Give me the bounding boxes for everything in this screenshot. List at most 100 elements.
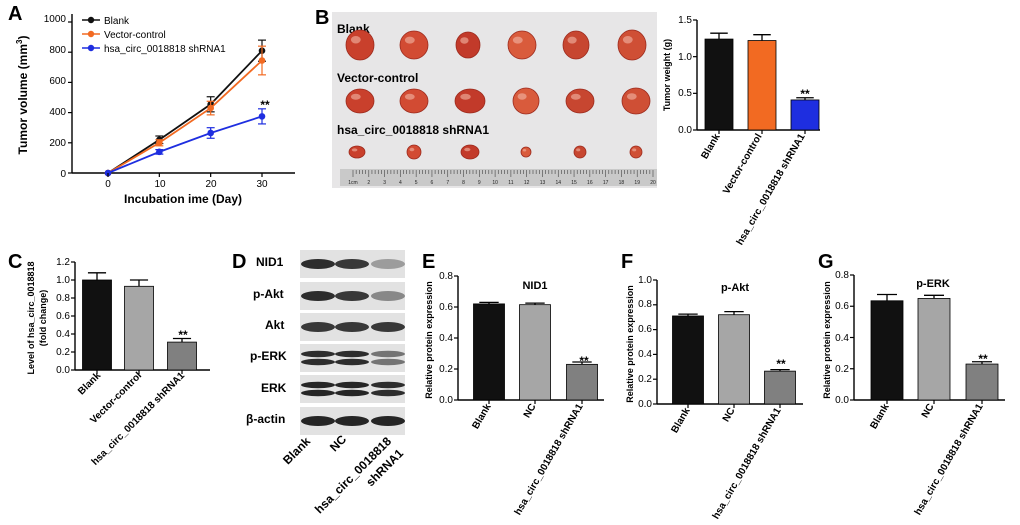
chart-f-ytick: 0.4 bbox=[638, 349, 652, 360]
tumor bbox=[345, 29, 375, 61]
ruler-label: 8 bbox=[462, 180, 465, 186]
tumor bbox=[399, 88, 429, 114]
chart-g-xtick: NC bbox=[920, 402, 937, 420]
chart-c-ytick: 0.0 bbox=[56, 365, 70, 376]
chart-a-x-ticks: 0 10 20 30 bbox=[105, 179, 268, 190]
chart-a-y-label-sup: 3 bbox=[15, 39, 24, 44]
blot-band bbox=[371, 381, 405, 389]
chart-b-xtick: Vector-control bbox=[721, 132, 765, 196]
chart-a-point bbox=[258, 57, 266, 64]
tumor-highlight bbox=[404, 93, 415, 100]
panel-label-d: D bbox=[232, 251, 246, 273]
bar bbox=[473, 303, 505, 401]
bar bbox=[704, 38, 734, 131]
tumor bbox=[562, 30, 590, 60]
chart-f-significance: ** bbox=[776, 357, 786, 371]
chart-a-series-line bbox=[107, 59, 263, 174]
ruler-label: 17 bbox=[603, 180, 609, 186]
tumor bbox=[565, 88, 595, 114]
bar bbox=[917, 298, 951, 401]
chart-a-series-line bbox=[107, 50, 263, 174]
blot-strip bbox=[300, 344, 405, 372]
panel-label-e: E bbox=[422, 251, 435, 273]
chart-e-xtick: Blank bbox=[470, 402, 493, 431]
chart-c-y-label-line2: (fold change) bbox=[38, 290, 48, 347]
chart-a-ytick: 1000 bbox=[44, 14, 67, 25]
chart-c-significance: ** bbox=[178, 328, 188, 342]
chart-g-marks bbox=[850, 274, 999, 404]
chart-a-ytick: 200 bbox=[49, 138, 66, 149]
blot-band bbox=[335, 416, 369, 426]
chart-b-marks bbox=[693, 19, 820, 134]
ruler-label: 11 bbox=[508, 180, 513, 186]
chart-e-nid1: 0.0 0.2 0.4 0.6 0.8 NID1 Relative protei… bbox=[424, 271, 604, 517]
chart-e-ytick: 0.6 bbox=[439, 302, 453, 313]
tumor-highlight bbox=[460, 93, 471, 100]
chart-e-ytick: 0.0 bbox=[439, 395, 453, 406]
chart-c-ytick: 0.4 bbox=[56, 329, 70, 340]
blot-band bbox=[335, 381, 369, 389]
tumor bbox=[629, 145, 643, 159]
bar bbox=[167, 341, 197, 371]
bar bbox=[764, 370, 796, 405]
tumor-highlight bbox=[409, 147, 415, 152]
tumor bbox=[621, 87, 651, 115]
chart-g-ytick: 0.6 bbox=[835, 301, 849, 312]
chart-g-y-ticks: 0.0 0.2 0.4 0.6 0.8 bbox=[835, 270, 849, 406]
tumor-highlight bbox=[576, 148, 581, 152]
chart-a-tumor-volume: 0 200 400 600 800 1000 0 10 20 30 Incuba… bbox=[15, 14, 295, 206]
chart-a-ytick: 600 bbox=[49, 76, 66, 87]
chart-g-xtick: Blank bbox=[868, 402, 891, 431]
tumor bbox=[406, 144, 422, 160]
chart-g-title: p-ERK bbox=[916, 278, 950, 290]
bar bbox=[870, 300, 904, 401]
blot-strips bbox=[300, 250, 405, 435]
panel-label-f: F bbox=[621, 251, 633, 273]
photo-background bbox=[332, 12, 657, 188]
ruler-label: 2 bbox=[367, 180, 370, 186]
tumor-highlight bbox=[350, 93, 361, 100]
chart-c-ytick: 1.2 bbox=[56, 257, 70, 268]
chart-a-y-label-main: Tumor volume (mm bbox=[16, 44, 30, 154]
ruler-label: 9 bbox=[478, 180, 481, 186]
blot-band bbox=[301, 322, 335, 332]
tumor bbox=[345, 88, 375, 114]
blot-lane-label: Blank bbox=[280, 434, 313, 467]
panel-label-g: G bbox=[818, 251, 834, 273]
chart-a-y-ticks: 0 200 400 600 800 1000 bbox=[44, 14, 67, 180]
legend-label-blank: Blank bbox=[104, 16, 130, 27]
chart-a-x-label: Incubation ime (Day) bbox=[124, 192, 242, 206]
ruler-ticks: 1cm 2 3 4 5 6 7 8 9 10 11 12 13 14 15 16 17 18 19 20 bbox=[348, 170, 656, 186]
chart-a-xtick: 20 bbox=[205, 179, 217, 190]
panel-label-c: C bbox=[8, 251, 22, 273]
chart-f-xtick: Blank bbox=[669, 406, 692, 435]
panel-label-b: B bbox=[315, 7, 329, 29]
tumor-highlight bbox=[460, 37, 469, 44]
chart-e-ytick: 0.2 bbox=[439, 364, 453, 375]
blot-band bbox=[301, 259, 335, 269]
tumor bbox=[512, 87, 540, 115]
blot-band bbox=[335, 291, 369, 301]
chart-c-ytick: 0.2 bbox=[56, 347, 70, 358]
legend-label-shrna: hsa_circ_0018818 shRNA1 bbox=[104, 44, 226, 55]
tumor-highlight bbox=[522, 149, 527, 152]
blot-row-label: NID1 bbox=[256, 255, 284, 269]
chart-f-marks bbox=[653, 279, 796, 408]
bar bbox=[672, 315, 704, 405]
blot-band bbox=[371, 322, 405, 332]
ruler-label: 16 bbox=[587, 180, 593, 186]
tumor bbox=[455, 31, 481, 59]
chart-b-tumor-weight: 0.0 0.5 1.0 1.5 Tumor weight (g) Blank V… bbox=[662, 15, 820, 247]
chart-f-pakt: 0.0 0.2 0.4 0.6 0.8 1.0 p-Akt Relative p… bbox=[625, 275, 803, 521]
blot-band bbox=[301, 389, 335, 397]
tumors bbox=[345, 29, 651, 160]
chart-f-ytick: 0.2 bbox=[638, 374, 652, 385]
blot-band bbox=[301, 416, 335, 426]
blot-band bbox=[371, 291, 405, 301]
chart-g-ytick: 0.8 bbox=[835, 270, 849, 281]
chart-c-circ-level: 0.0 0.2 0.4 0.6 0.8 1.0 1.2 Level of hsa… bbox=[26, 257, 210, 468]
blot-band bbox=[335, 389, 369, 397]
tumor-highlight bbox=[464, 147, 471, 152]
western-blot: NID1 p-Akt Akt p-ERK ERK β-actin Blank N… bbox=[246, 250, 406, 516]
